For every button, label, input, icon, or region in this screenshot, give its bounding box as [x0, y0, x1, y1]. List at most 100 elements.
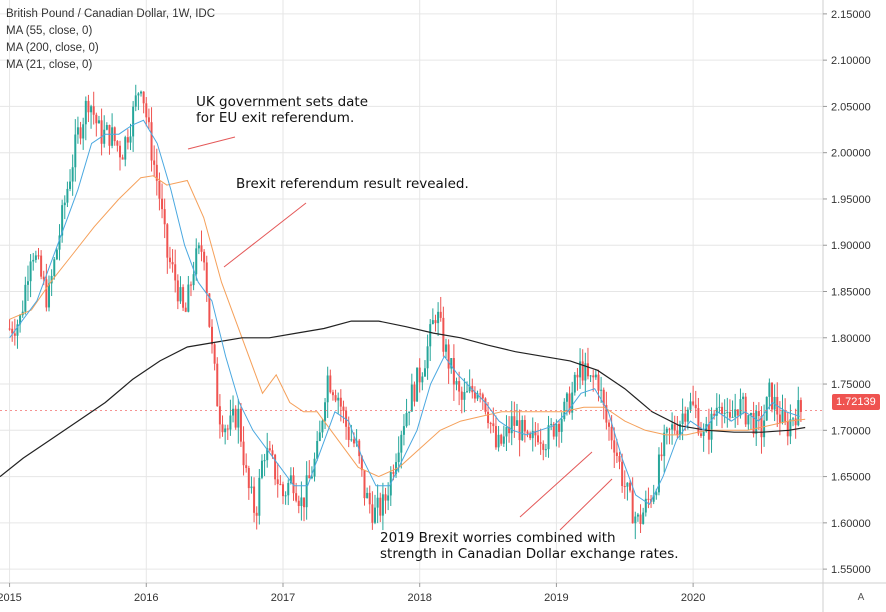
candle-body — [749, 412, 752, 416]
candle-body — [182, 287, 185, 308]
candle-body — [392, 471, 395, 474]
candle-body — [281, 484, 284, 497]
candle-body — [502, 436, 505, 444]
candle-body — [728, 412, 731, 418]
candle-body — [347, 426, 350, 440]
candle-body — [379, 497, 382, 516]
candle-body — [615, 452, 618, 457]
candle-body — [40, 255, 43, 277]
candle-body — [237, 408, 240, 428]
candle-body — [226, 428, 229, 430]
candle-body — [153, 160, 156, 165]
candle-body — [731, 416, 734, 418]
legend-symbol[interactable]: British Pound / Canadian Dollar, 1W, IDC — [6, 8, 216, 20]
candle-body — [697, 408, 700, 434]
y-tick-label: 1.90000 — [831, 240, 871, 252]
candle-body — [166, 224, 169, 258]
candle-body — [234, 408, 237, 428]
candle-body — [395, 462, 398, 474]
candle-body — [150, 122, 153, 161]
annotation-referendum-result-text: Brexit referendum result revealed. — [236, 176, 469, 192]
candle-body — [721, 406, 724, 414]
candle-body — [184, 307, 187, 312]
candle-body — [460, 391, 463, 400]
candle-body — [8, 328, 11, 330]
candle-body — [69, 181, 72, 189]
candle-body — [326, 375, 329, 403]
candle-body — [789, 419, 792, 437]
candle-body — [329, 375, 332, 393]
candle-body — [208, 293, 211, 327]
candle-body — [11, 328, 14, 334]
candle-body — [444, 344, 447, 352]
candle-body — [668, 428, 671, 430]
candle-body — [558, 423, 561, 432]
candle-body — [726, 412, 729, 414]
candle-body — [639, 514, 642, 524]
candle-body — [213, 344, 216, 364]
candle-body — [694, 404, 697, 409]
legend-ma55[interactable]: MA (55, close, 0) — [6, 25, 93, 37]
ma200-line — [0, 320, 806, 478]
candle-body — [647, 498, 650, 500]
candle-body — [452, 358, 455, 385]
autoscale-button[interactable]: A — [857, 592, 865, 603]
candle-body — [324, 402, 327, 421]
candle-body — [55, 249, 58, 260]
candle-body — [197, 245, 200, 249]
candle-body — [568, 393, 571, 413]
candle-body — [87, 100, 90, 113]
candle-body — [576, 374, 579, 378]
y-tick-label: 1.70000 — [831, 425, 871, 437]
chart-grid — [0, 0, 823, 583]
candle-body — [584, 363, 587, 381]
candle-body — [500, 434, 503, 444]
candle-body — [642, 512, 645, 524]
candle-body — [676, 430, 679, 435]
candle-body — [799, 400, 802, 413]
candle-body — [297, 500, 300, 507]
candle-body — [171, 262, 174, 265]
candle-body — [589, 375, 592, 377]
candle-body — [631, 490, 634, 524]
candle-body — [757, 411, 760, 417]
candle-body — [468, 385, 471, 392]
candle-body — [145, 103, 148, 118]
annotation-2019-worries-line2: strength in Canadian Dollar exchange rat… — [380, 546, 679, 562]
candle-body — [158, 180, 161, 199]
candle-body — [770, 382, 773, 410]
candle-body — [308, 475, 311, 479]
candle-body — [607, 422, 610, 427]
candle-body — [529, 433, 532, 439]
candle-body — [515, 420, 518, 426]
candle-body — [61, 205, 64, 236]
candle-body — [276, 479, 279, 485]
candle-body — [376, 497, 379, 508]
candle-body — [221, 424, 224, 433]
candle-body — [292, 475, 295, 494]
candle-body — [300, 497, 303, 507]
candle-body — [350, 439, 353, 441]
candle-body — [174, 264, 177, 281]
candle-body — [565, 393, 568, 402]
candle-body — [84, 100, 87, 125]
legend-ma21[interactable]: MA (21, close, 0) — [6, 59, 93, 71]
candle-body — [26, 281, 29, 285]
candle-body — [263, 460, 266, 462]
candle-body — [626, 482, 629, 487]
chart-legend: British Pound / Canadian Dollar, 1W, IDC… — [6, 6, 215, 74]
candle-body — [58, 235, 61, 250]
legend-ma200[interactable]: MA (200, close, 0) — [6, 42, 99, 54]
candle-body — [571, 392, 574, 413]
candle-body — [450, 358, 453, 369]
candle-body — [547, 425, 550, 450]
x-tick-label: 2016 — [134, 592, 158, 604]
candle-body — [71, 167, 74, 182]
candle-body — [397, 452, 400, 463]
candle-body — [534, 430, 537, 436]
candle-body — [161, 198, 164, 210]
candle-body — [573, 374, 576, 393]
candle-body — [686, 409, 689, 422]
candle-body — [408, 411, 411, 413]
